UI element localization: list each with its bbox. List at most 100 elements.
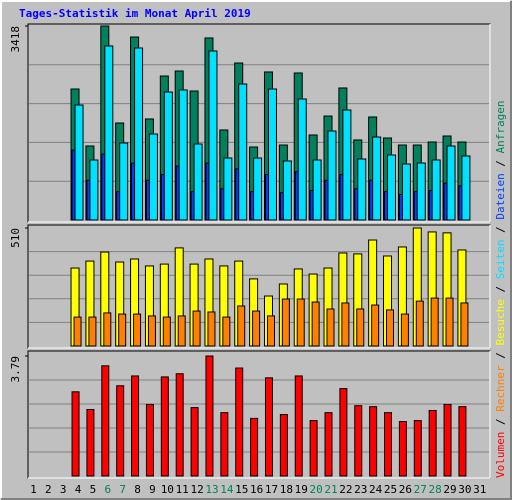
x-tick-label: 14	[220, 483, 234, 496]
bar	[131, 375, 140, 477]
bar	[372, 136, 382, 221]
x-tick-label: 19	[295, 483, 308, 496]
legend-entry: Dateien	[494, 173, 507, 219]
x-tick-label: 17	[265, 483, 278, 496]
x-tick-label: 23	[354, 483, 367, 496]
bar	[354, 405, 363, 477]
bar	[208, 50, 218, 221]
legend-entry: Anfragen	[494, 100, 507, 153]
bar	[326, 308, 335, 347]
x-tick-label: 7	[119, 483, 126, 496]
bar	[311, 301, 320, 347]
bar	[103, 312, 112, 347]
bar	[205, 355, 214, 477]
bar	[356, 308, 365, 347]
x-tick-label: 11	[176, 483, 189, 496]
x-tick-label: 5	[90, 483, 97, 496]
bar	[400, 313, 409, 347]
bar	[279, 414, 288, 477]
bar	[296, 298, 305, 347]
bar	[222, 316, 231, 347]
x-tick-label: 25	[384, 483, 397, 496]
x-tick-label: 13	[205, 483, 218, 496]
bar	[371, 304, 380, 347]
bar	[398, 421, 407, 477]
bar	[178, 89, 188, 221]
bar	[162, 316, 171, 347]
x-tick-label: 8	[134, 483, 141, 496]
bar	[177, 315, 186, 347]
bar	[71, 391, 80, 477]
bar	[118, 313, 127, 347]
legend: Volumen / Rechner / Besuche / Seiten / D…	[494, 100, 507, 478]
bar	[309, 420, 318, 477]
x-tick-label: 29	[443, 483, 456, 496]
x-tick-label: 12	[190, 483, 203, 496]
bar	[342, 109, 352, 221]
bar	[341, 302, 350, 347]
x-tick-label: 20	[309, 483, 322, 496]
legend-entry: Besuche	[494, 299, 507, 345]
bar	[133, 313, 142, 347]
bar	[101, 365, 110, 477]
x-tick-label: 28	[429, 483, 442, 496]
legend-separator: /	[494, 279, 507, 299]
bar	[294, 375, 303, 477]
bar	[145, 403, 154, 477]
x-tick-label: 3	[60, 483, 67, 496]
bar	[220, 412, 229, 477]
x-tick-label: 4	[75, 483, 82, 496]
bar	[175, 373, 184, 477]
x-tick-label: 1	[30, 483, 37, 496]
bar	[192, 310, 201, 347]
x-tick-label: 31	[473, 483, 486, 496]
bar	[339, 388, 348, 477]
chart-title: Tages-Statistik im Monat April 2019	[19, 7, 251, 20]
x-tick-label: 18	[280, 483, 293, 496]
bar	[134, 47, 144, 221]
bar	[282, 160, 292, 221]
bar	[237, 305, 246, 347]
bar	[386, 309, 395, 347]
bar	[235, 367, 244, 477]
bar	[443, 403, 452, 477]
legend-entry: Rechner	[494, 365, 507, 412]
legend-separator: /	[494, 346, 507, 366]
x-tick-label: 21	[324, 483, 337, 496]
legend-entry: Seiten	[494, 240, 507, 280]
y-tick-label: 510	[9, 228, 22, 248]
bar	[267, 88, 277, 221]
bar	[445, 297, 454, 347]
bar	[250, 417, 259, 477]
bar	[387, 154, 397, 221]
bar	[461, 155, 471, 221]
bar	[89, 159, 99, 221]
legend-separator: /	[494, 220, 507, 240]
bar	[147, 315, 156, 347]
bar	[369, 406, 378, 477]
bar	[415, 300, 424, 347]
bar	[460, 302, 469, 347]
x-tick-label: 27	[414, 483, 427, 496]
x-tick-label: 16	[250, 483, 263, 496]
legend-entry: Volumen	[494, 432, 507, 478]
bar	[252, 310, 261, 347]
y-tick-label: 3.79	[9, 356, 22, 383]
x-tick-label: 9	[149, 483, 156, 496]
bar	[458, 406, 467, 477]
bar	[312, 159, 322, 221]
legend-separator: /	[494, 412, 507, 432]
bar	[297, 98, 307, 221]
x-tick-label: 30	[458, 483, 471, 496]
bar	[413, 420, 422, 477]
bar	[73, 316, 82, 347]
bar	[266, 315, 275, 347]
bar	[446, 145, 456, 221]
x-tick-label: 22	[339, 483, 352, 496]
bar	[428, 409, 437, 477]
x-tick-label: 26	[399, 483, 412, 496]
bar	[357, 158, 367, 221]
